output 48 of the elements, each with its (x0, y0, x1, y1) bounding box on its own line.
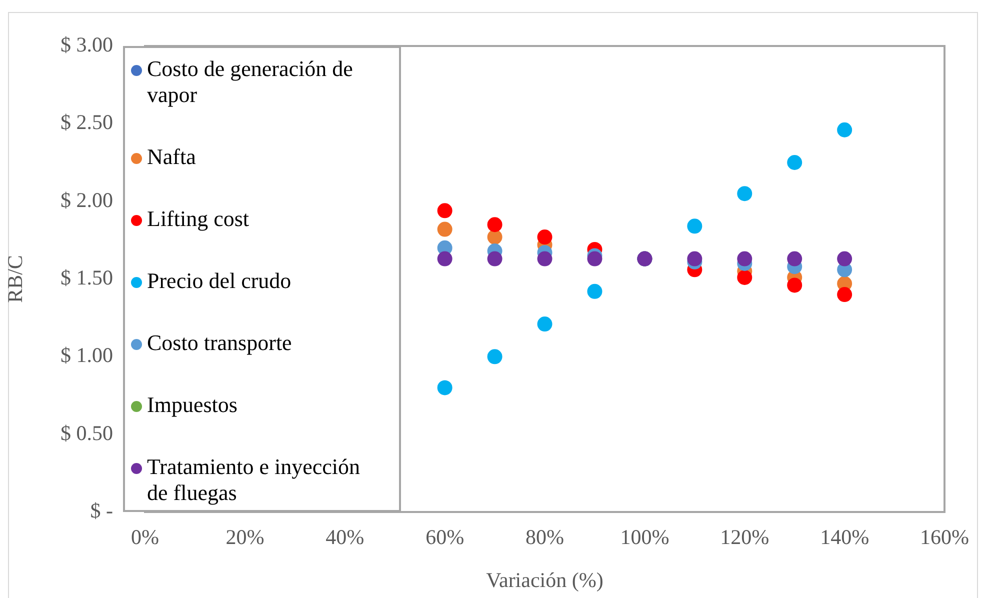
x-tick-label: 20% (226, 525, 264, 550)
point (737, 251, 752, 266)
x-tick-label: 160% (920, 525, 970, 550)
point (437, 203, 452, 218)
point (487, 349, 502, 364)
point (437, 251, 452, 266)
y-tick-label: $ 2.50 (60, 110, 113, 134)
point (687, 218, 702, 234)
point (687, 251, 702, 266)
y-axis-title: RB/C (3, 255, 28, 303)
x-tick-label: 60% (426, 525, 464, 550)
legend-label: Lifting cost (147, 206, 250, 232)
point (837, 122, 852, 138)
x-tick-label: 120% (720, 525, 770, 550)
y-tick-label: $ 2.00 (60, 188, 113, 212)
y-tick-label: $ 1.50 (60, 266, 113, 290)
legend-label: Precio del crudo (147, 268, 292, 294)
point (587, 284, 602, 299)
x-tick-label: 80% (526, 525, 564, 550)
x-tick-label: 140% (820, 525, 870, 550)
y-tick-label: $ 0.50 (60, 420, 113, 445)
point (837, 251, 852, 266)
point (587, 251, 602, 266)
point (437, 222, 452, 237)
x-tick-label: 100% (620, 525, 670, 550)
point (737, 186, 752, 202)
point (787, 278, 802, 293)
point (737, 270, 752, 285)
y-tick-label: $ 3.00 (60, 32, 113, 57)
point (437, 380, 452, 396)
point (787, 251, 802, 266)
legend-label: Costo transporte (147, 330, 293, 356)
y-tick-label: $ 1.00 (60, 343, 113, 368)
point (837, 287, 852, 302)
legend-label: Nafta (147, 144, 197, 170)
point (487, 251, 502, 266)
point (537, 251, 552, 266)
legend-label: Tratamiento e inyección de fluegas (147, 454, 362, 506)
point (537, 316, 552, 332)
y-tick-label: $ - (90, 498, 113, 523)
x-tick-label: 40% (326, 525, 364, 550)
x-tick-label: 0% (131, 525, 159, 550)
legend-label: Impuestos (147, 392, 238, 418)
x-axis-title: Variación (%) (486, 568, 604, 592)
point (537, 230, 552, 245)
legend-label: Costo de generación de vapor (147, 56, 354, 108)
point (487, 217, 502, 232)
point (787, 155, 802, 170)
